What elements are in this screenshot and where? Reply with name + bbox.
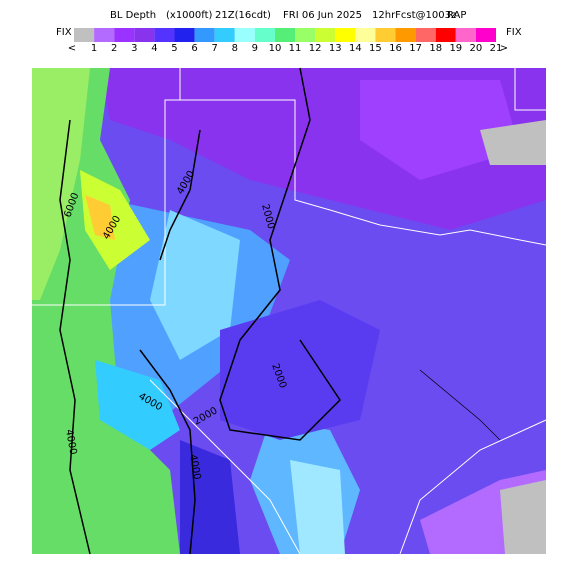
borders bbox=[32, 68, 547, 555]
legend-label: 2 bbox=[111, 43, 117, 54]
contours bbox=[59, 67, 501, 555]
field-gray-se bbox=[500, 480, 546, 554]
legend-swatch bbox=[274, 28, 296, 42]
legend-swatch bbox=[254, 28, 275, 42]
contour-label: 4000 bbox=[187, 454, 202, 481]
legend-swatch bbox=[395, 28, 416, 42]
legend-swatch bbox=[134, 28, 155, 42]
title-model: RAP bbox=[447, 10, 466, 21]
legend-label: 8 bbox=[232, 43, 238, 54]
legend-swatch bbox=[355, 28, 376, 42]
border-line bbox=[32, 99, 180, 306]
legend-label: 10 bbox=[269, 43, 282, 54]
contour-label: 4000 bbox=[63, 429, 78, 456]
legend-swatch bbox=[455, 28, 476, 42]
legend-label: 6 bbox=[191, 43, 197, 54]
contour-line bbox=[139, 349, 196, 555]
legend-label: 18 bbox=[429, 43, 442, 54]
legend-swatch bbox=[234, 28, 255, 42]
legend-swatch bbox=[194, 28, 215, 42]
title-text: BL Depth bbox=[110, 10, 156, 21]
title-unit: (x1000ft) bbox=[166, 10, 213, 21]
legend-label: 9 bbox=[252, 43, 258, 54]
legend-swatch bbox=[94, 28, 115, 42]
legend-swatch bbox=[74, 28, 95, 42]
border-line bbox=[149, 379, 301, 555]
title-valid: 21Z(16cdt) bbox=[215, 10, 271, 21]
legend-label: < bbox=[68, 43, 76, 54]
legend-swatch bbox=[214, 28, 235, 42]
field-dark bbox=[220, 300, 380, 440]
legend-swatch bbox=[375, 28, 396, 42]
legend-fix-left: FIX bbox=[56, 27, 72, 38]
legend-label: 15 bbox=[369, 43, 382, 54]
legend-label: 20 bbox=[470, 43, 483, 54]
legend-swatch bbox=[315, 28, 336, 42]
contour-line bbox=[59, 119, 91, 555]
map-field bbox=[32, 68, 546, 554]
legend-label: 14 bbox=[349, 43, 362, 54]
border-line bbox=[399, 419, 547, 555]
title: BL Depth (x1000ft) 21Z(16cdt) FRI 06 Jun… bbox=[110, 10, 466, 21]
map: 6000 4000 4000 2000 2000 4000 2000 4000 … bbox=[32, 67, 547, 555]
legend-swatch bbox=[415, 28, 436, 42]
legend-label: 16 bbox=[389, 43, 402, 54]
field-cyan bbox=[150, 210, 240, 360]
legend-label: 11 bbox=[289, 43, 302, 54]
legend-label: 3 bbox=[131, 43, 137, 54]
legend-swatch bbox=[154, 28, 175, 42]
legend-label: 13 bbox=[329, 43, 342, 54]
legend-label: 17 bbox=[409, 43, 422, 54]
field-ne bbox=[360, 80, 520, 180]
legend-label: 12 bbox=[309, 43, 322, 54]
legend-swatch bbox=[335, 28, 356, 42]
legend-label: 21 bbox=[490, 43, 503, 54]
field-cyan-s bbox=[290, 460, 345, 554]
legend-swatch bbox=[174, 28, 195, 42]
legend-label: > bbox=[500, 43, 508, 54]
legend-label: 5 bbox=[171, 43, 177, 54]
legend-swatch bbox=[114, 28, 135, 42]
title-date: FRI 06 Jun 2025 bbox=[283, 10, 362, 21]
legend-swatch bbox=[475, 28, 496, 42]
field-yellowgreen bbox=[80, 170, 150, 270]
legend-label: 7 bbox=[211, 43, 217, 54]
border-line bbox=[514, 68, 546, 111]
field-deep bbox=[180, 440, 240, 554]
legend-swatch bbox=[295, 28, 316, 42]
field-lightgreen bbox=[32, 68, 90, 300]
legend-label: 4 bbox=[151, 43, 157, 54]
legend-label: 1 bbox=[91, 43, 97, 54]
contour-line bbox=[219, 67, 341, 441]
legend-fix-right: FIX bbox=[506, 27, 522, 38]
contour-line bbox=[159, 129, 201, 261]
border-line bbox=[179, 68, 547, 246]
field-cyan-w bbox=[95, 360, 180, 450]
colorbar: <1 2 3 4 5 6 7 8 9 10 11 12 13 14 15 16 17 18 19 20 21> bbox=[68, 28, 508, 54]
field-orange bbox=[85, 195, 115, 240]
field-gray-ne bbox=[480, 120, 546, 165]
legend-swatch bbox=[435, 28, 456, 42]
title-forecast: 12hrFcst@1003z bbox=[372, 10, 456, 21]
legend-label: 19 bbox=[449, 43, 462, 54]
contour-line bbox=[419, 369, 501, 441]
